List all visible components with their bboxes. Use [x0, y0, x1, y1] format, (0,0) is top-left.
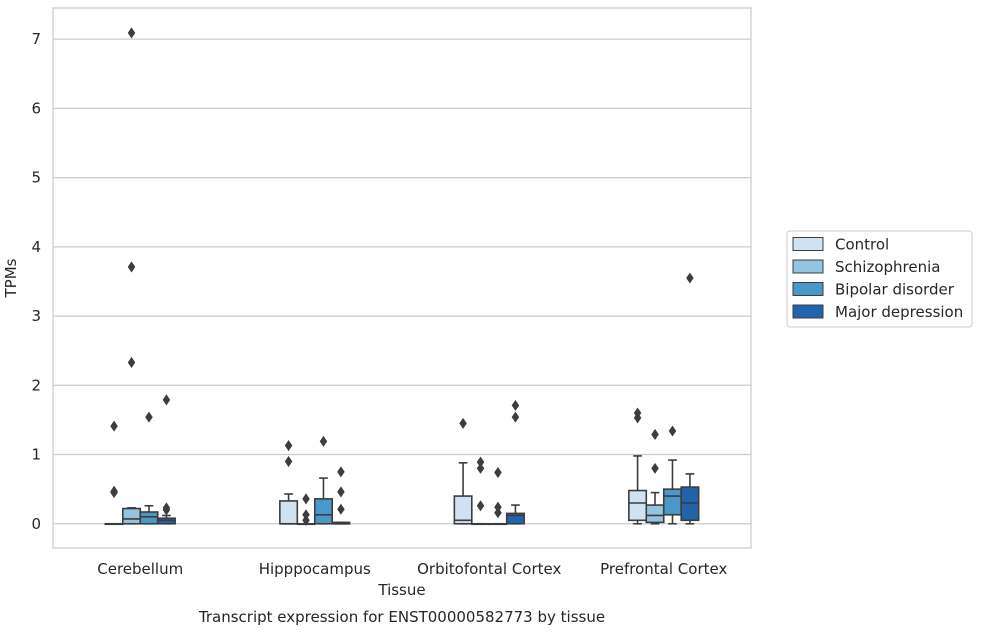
- box-plot: [313, 435, 334, 525]
- y-tick-label: 3: [31, 307, 41, 325]
- legend: Control Schizophrenia Bipolar disorder Majo…: [786, 230, 973, 328]
- box-plot: [156, 394, 176, 525]
- legend-swatch: [792, 282, 824, 296]
- box-plot: [505, 399, 525, 525]
- outlier-point: [302, 514, 310, 526]
- box-plot: [680, 272, 700, 525]
- y-tick-label: 5: [31, 169, 41, 187]
- outlier-point: [651, 462, 659, 474]
- outlier-point: [319, 435, 328, 447]
- x-tick-label: Orbitofontal Cortex: [417, 560, 561, 578]
- legend-swatch: [792, 237, 824, 251]
- legend-label: Control: [835, 236, 889, 254]
- y-tick-label: 6: [31, 99, 41, 117]
- y-tick-label: 1: [31, 446, 41, 464]
- box-plot: [122, 27, 142, 525]
- outlier-point: [337, 466, 345, 478]
- outlier-point: [337, 503, 345, 515]
- outlier-point: [302, 493, 310, 505]
- outlier-point: [162, 502, 171, 514]
- legend-items: Control Schizophrenia Bipolar disorder Majo…: [792, 236, 963, 321]
- outlier-point: [459, 417, 467, 429]
- box: [139, 511, 159, 525]
- box-plot: [628, 407, 648, 525]
- outlier-point: [110, 420, 118, 432]
- legend-label: Major depression: [835, 303, 963, 321]
- y-tick-label: 0: [31, 515, 41, 533]
- y-tick-label: 7: [31, 30, 41, 48]
- x-axis-ticks: Cerebellum Hipppocampus Orbitofontal Corte…: [97, 560, 727, 578]
- x-axis-label: Tissue: [377, 581, 425, 599]
- outlier-point: [511, 399, 520, 411]
- outlier-point: [494, 501, 502, 513]
- box: [628, 489, 648, 522]
- outlier-point: [494, 507, 502, 519]
- plot-area-frame: [52, 7, 752, 549]
- outlier-point: [476, 462, 485, 474]
- chart-caption: Transcript expression for ENST0000058277…: [198, 608, 605, 626]
- box-plot: [331, 466, 351, 525]
- outlier-point: [476, 456, 485, 468]
- outlier-point: [284, 455, 293, 467]
- x-tick-label: Prefrontal Cortex: [600, 560, 727, 578]
- outlier-point: [127, 356, 136, 368]
- legend-swatch: [792, 304, 824, 319]
- outlier-point: [110, 485, 118, 497]
- box: [313, 498, 334, 525]
- outlier-point: [127, 261, 136, 273]
- outlier-point: [337, 486, 345, 498]
- outlier-point: [127, 27, 136, 39]
- outlier-point: [651, 428, 659, 440]
- y-tick-label: 2: [31, 376, 41, 394]
- y-tick-label: 4: [31, 238, 41, 256]
- x-tick-label: Hipppocampus: [259, 560, 371, 578]
- box-plot: [662, 425, 683, 525]
- outlier-point: [476, 500, 485, 512]
- box: [122, 507, 142, 525]
- box-plot: [453, 417, 473, 525]
- outlier-point: [494, 467, 502, 479]
- box: [662, 488, 683, 516]
- y-axis-ticks: 0 1 2 3 4 5 6 7: [31, 30, 41, 533]
- box-plot: [488, 467, 508, 526]
- box-plot: [470, 456, 491, 526]
- box-plot: [279, 440, 299, 525]
- outlier-point: [145, 411, 153, 423]
- outlier-point: [162, 394, 171, 406]
- box: [505, 512, 525, 525]
- outlier-point: [668, 425, 677, 437]
- outlier-point: [511, 411, 520, 423]
- legend-label: Schizophrenia: [835, 258, 940, 276]
- outlier-point: [302, 509, 310, 521]
- box-layer: [104, 27, 700, 526]
- box-plot: [645, 428, 665, 525]
- box: [645, 504, 665, 524]
- legend-frame: [786, 230, 973, 328]
- outlier-point: [284, 440, 293, 452]
- box: [279, 500, 299, 525]
- legend-swatch: [792, 259, 824, 274]
- y-axis-label: TPMs: [2, 258, 20, 298]
- box-plot: [296, 493, 316, 526]
- legend-label: Bipolar disorder: [835, 281, 955, 299]
- outlier-point: [686, 272, 694, 284]
- x-tick-label: Cerebellum: [97, 560, 183, 578]
- box: [453, 495, 473, 525]
- outlier-point: [633, 407, 642, 419]
